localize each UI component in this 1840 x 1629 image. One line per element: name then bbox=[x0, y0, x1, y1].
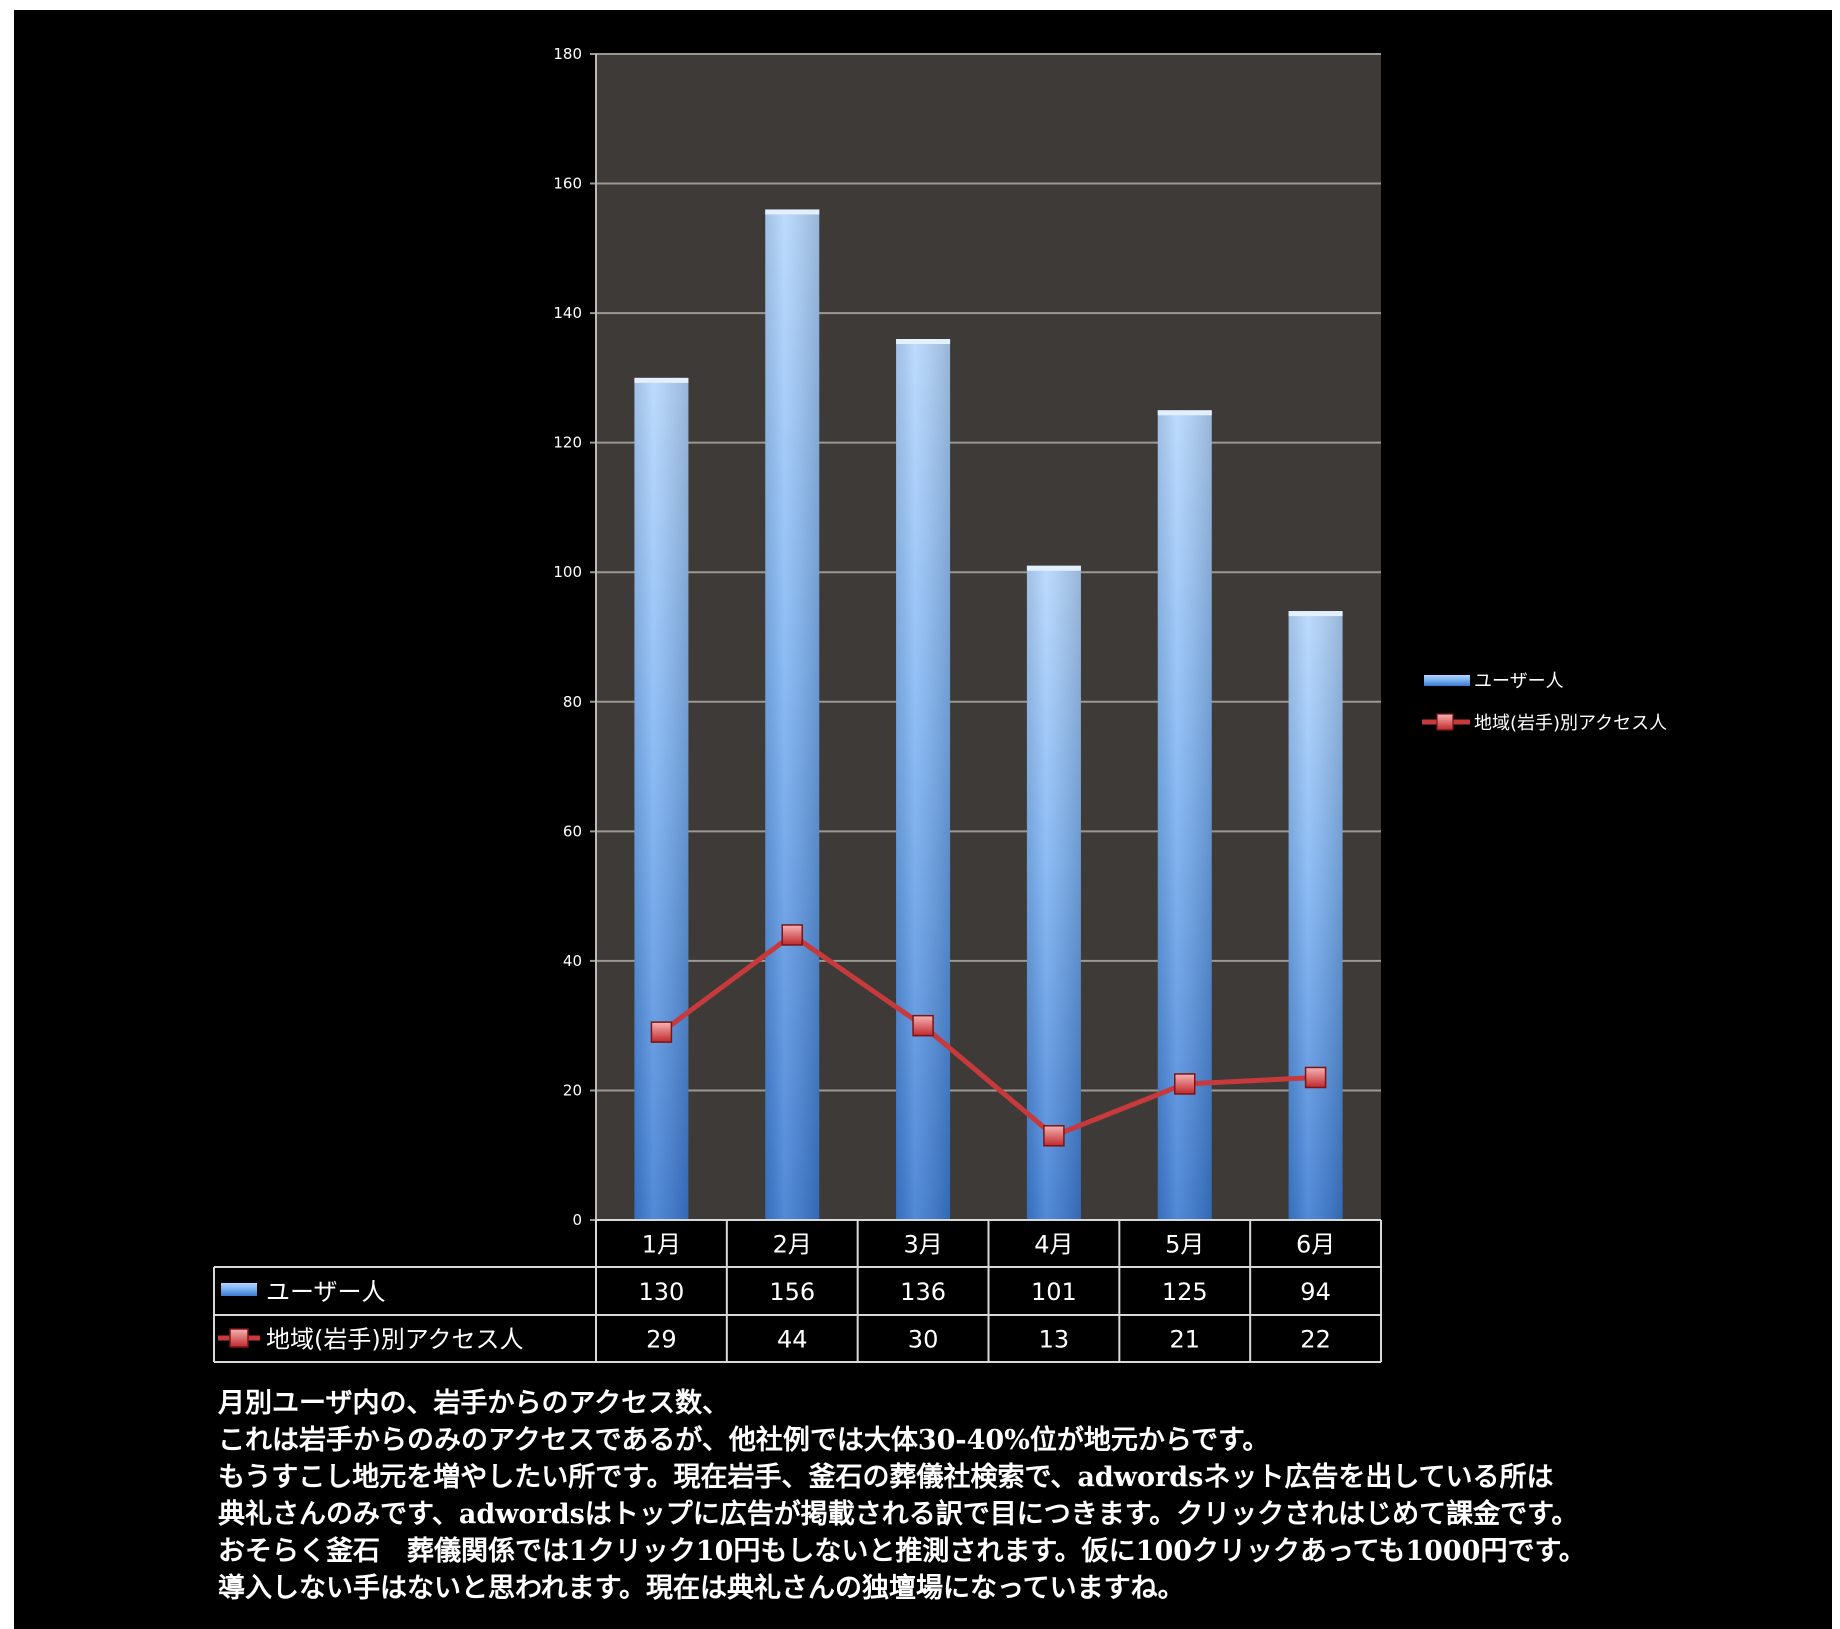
line-marker bbox=[912, 1014, 934, 1037]
bar-top bbox=[765, 209, 820, 215]
table-value: 44 bbox=[777, 1326, 808, 1354]
bar-top bbox=[1157, 410, 1212, 416]
y-tick-label: 140 bbox=[553, 304, 582, 322]
bar-shade bbox=[634, 377, 689, 1220]
y-tick-label: 60 bbox=[563, 822, 582, 840]
line-marker bbox=[650, 1021, 673, 1043]
series-line bbox=[659, 932, 1316, 1139]
bar-shade bbox=[1157, 410, 1212, 1220]
chart: 0 20 40 60 80 100 120 140 160 180 1月 2月 3月 4月 5月 6月 130… bbox=[213, 45, 1667, 1363]
table-value: 94 bbox=[1300, 1278, 1331, 1306]
table-value: 125 bbox=[1162, 1278, 1208, 1306]
line-marker bbox=[1174, 1073, 1196, 1095]
caption: 月別ユーザ内の、岩手からのアクセス数、 これは岩手からのみのアクセスであるが、他… bbox=[218, 1385, 1818, 1607]
x-category-label: 3月 bbox=[903, 1231, 942, 1259]
table-value: 156 bbox=[769, 1278, 815, 1306]
table-row-label: 地域(岩手)別アクセス人 bbox=[266, 1326, 524, 1354]
x-category-label: 1月 bbox=[642, 1231, 681, 1259]
caption-line: もうすこし地元を増やしたい所です。現在岩手、釜石の葬儀社検索で、adwordsネ… bbox=[218, 1462, 1554, 1493]
caption-line: おそらく釜石 葬儀関係では1クリック10円もしないと推測されます。仮に100クリ… bbox=[218, 1536, 1586, 1567]
caption-line: 月別ユーザ内の、岩手からのアクセス数、 bbox=[218, 1388, 730, 1419]
y-tick-label: 40 bbox=[563, 952, 582, 970]
bar-shade bbox=[896, 339, 951, 1220]
bar-shade bbox=[1026, 565, 1081, 1220]
line-marker bbox=[1304, 1066, 1327, 1089]
x-category-label: 5月 bbox=[1165, 1231, 1204, 1259]
bar-top bbox=[1288, 611, 1343, 617]
x-category-label: 4月 bbox=[1034, 1231, 1073, 1259]
legend-label: 地域(岩手)別アクセス人 bbox=[1474, 713, 1667, 734]
table-row-label: ユーザー人 bbox=[266, 1278, 386, 1306]
table-value: 22 bbox=[1300, 1326, 1331, 1354]
y-tick-label: 180 bbox=[553, 45, 582, 63]
chart-area: 0 20 40 60 80 100 120 140 160 180 1月 2月 3月 4月 5月 6月 130… bbox=[14, 10, 1832, 1629]
legend-label: ユーザー人 bbox=[1474, 671, 1564, 692]
table-value: 30 bbox=[908, 1326, 939, 1354]
y-tick-label: 100 bbox=[553, 563, 582, 581]
y-tick-label: 160 bbox=[553, 175, 582, 193]
x-category-label: 2月 bbox=[773, 1231, 812, 1259]
table-value: 101 bbox=[1031, 1278, 1077, 1306]
bar-top bbox=[634, 377, 689, 383]
legend-key-marker bbox=[1436, 713, 1454, 731]
caption-line: これは岩手からのみのアクセスであるが、他社例では大体30-40%位が地元からです… bbox=[218, 1425, 1270, 1456]
x-category-label: 6月 bbox=[1296, 1231, 1335, 1259]
bar-top bbox=[1026, 565, 1081, 571]
y-tick-label: 20 bbox=[563, 1081, 582, 1099]
table-value: 130 bbox=[639, 1278, 685, 1306]
bar-shade bbox=[765, 209, 820, 1220]
bar-top bbox=[896, 339, 951, 345]
table-key-bar bbox=[221, 1283, 257, 1296]
table-value: 136 bbox=[900, 1278, 946, 1306]
table-value: 13 bbox=[1039, 1326, 1070, 1354]
caption-line: 典礼さんのみです、adwordsはトップに広告が掲載される訳で目につきます。クリ… bbox=[218, 1499, 1579, 1530]
bar-shade bbox=[1288, 611, 1343, 1220]
table-key-marker bbox=[229, 1328, 249, 1348]
table-value: 21 bbox=[1169, 1326, 1200, 1354]
y-tick-label: 0 bbox=[572, 1211, 582, 1229]
plot-background bbox=[596, 54, 1381, 1220]
line-marker bbox=[1043, 1125, 1065, 1147]
y-tick-label: 120 bbox=[553, 434, 582, 452]
table-value: 29 bbox=[646, 1326, 677, 1354]
legend-key-bar bbox=[1424, 675, 1470, 686]
y-tick-label: 80 bbox=[563, 693, 582, 711]
caption-line: 導入しない手はないと思われます。現在は典礼さんの独壇場になっていますね。 bbox=[218, 1573, 1185, 1604]
line-marker bbox=[781, 924, 803, 946]
